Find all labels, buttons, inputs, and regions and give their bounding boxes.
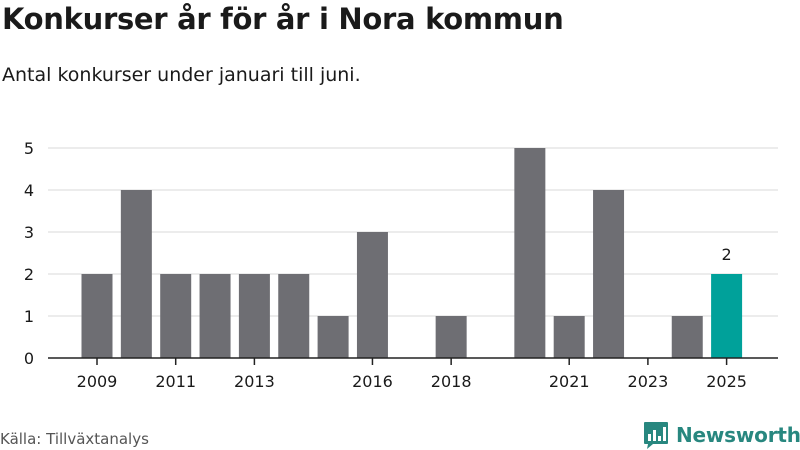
bar bbox=[238, 274, 270, 358]
y-tick-label: 4 bbox=[24, 181, 34, 200]
source-note: Källa: Tillväxtanalys bbox=[0, 430, 149, 448]
brand-logo: Newsworthy bbox=[643, 420, 800, 450]
bar bbox=[356, 232, 388, 358]
bar bbox=[671, 316, 703, 358]
bar-chart-logo-icon bbox=[644, 422, 668, 449]
chart-subtitle: Antal konkurser under januari till juni. bbox=[2, 64, 361, 86]
bar bbox=[160, 274, 192, 358]
x-tick-label: 2016 bbox=[352, 372, 393, 391]
y-tick-label: 1 bbox=[24, 307, 34, 326]
x-tick-label: 2021 bbox=[549, 372, 590, 391]
y-tick-label: 5 bbox=[24, 139, 34, 158]
bar bbox=[593, 190, 625, 358]
bar bbox=[553, 316, 585, 358]
bar bbox=[199, 274, 231, 358]
bar-highlight bbox=[711, 274, 743, 358]
bar bbox=[514, 148, 546, 358]
x-tick-label: 2025 bbox=[706, 372, 747, 391]
bar bbox=[278, 274, 310, 358]
chart-title: Konkurser år för år i Nora kommun bbox=[2, 2, 564, 36]
bar-chart: 0 1 2 3 4 5 2 2009 2011 2013 2016 2018 2021 2023 2025 bbox=[24, 139, 778, 391]
y-tick-label: 3 bbox=[24, 223, 34, 242]
y-tick-label: 2 bbox=[24, 265, 34, 284]
brand-name: Newsworthy bbox=[676, 423, 800, 447]
x-tick-label: 2023 bbox=[628, 372, 669, 391]
y-tick-label: 0 bbox=[24, 349, 34, 368]
bar bbox=[81, 274, 113, 358]
bar bbox=[435, 316, 467, 358]
bar bbox=[317, 316, 349, 358]
data-label: 2 bbox=[722, 245, 732, 264]
x-tick-label: 2013 bbox=[234, 372, 275, 391]
bar bbox=[120, 190, 152, 358]
x-tick-label: 2011 bbox=[155, 372, 196, 391]
x-tick-label: 2009 bbox=[77, 372, 118, 391]
x-tick-label: 2018 bbox=[431, 372, 472, 391]
